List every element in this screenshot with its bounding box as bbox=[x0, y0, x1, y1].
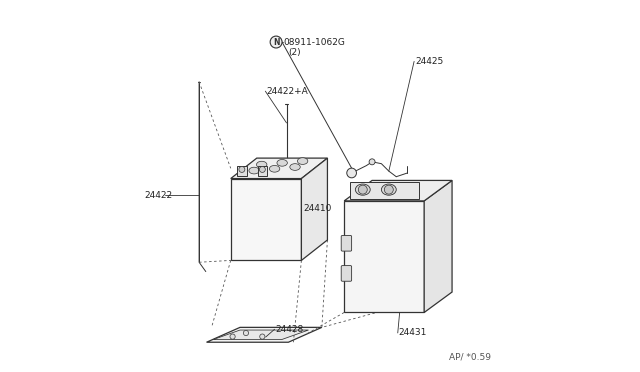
FancyBboxPatch shape bbox=[341, 266, 351, 281]
Circle shape bbox=[243, 330, 248, 336]
Text: 24431: 24431 bbox=[398, 328, 426, 337]
Bar bbox=[349, 183, 419, 199]
Text: AP/ *0.59: AP/ *0.59 bbox=[449, 353, 491, 362]
Polygon shape bbox=[207, 327, 322, 342]
Circle shape bbox=[385, 185, 394, 194]
FancyBboxPatch shape bbox=[341, 235, 351, 251]
Text: 24428: 24428 bbox=[275, 325, 303, 334]
Polygon shape bbox=[424, 180, 452, 312]
Circle shape bbox=[260, 334, 265, 339]
Ellipse shape bbox=[298, 158, 308, 164]
Ellipse shape bbox=[277, 160, 287, 166]
Circle shape bbox=[230, 334, 235, 339]
Circle shape bbox=[347, 168, 356, 178]
Bar bbox=[257, 167, 267, 176]
Circle shape bbox=[239, 167, 245, 173]
Polygon shape bbox=[344, 180, 452, 201]
Bar bbox=[344, 201, 424, 312]
Bar bbox=[237, 167, 246, 176]
Circle shape bbox=[259, 167, 266, 173]
Text: 24425: 24425 bbox=[415, 57, 443, 66]
Polygon shape bbox=[231, 158, 328, 179]
Polygon shape bbox=[301, 158, 328, 260]
Circle shape bbox=[358, 185, 367, 194]
Ellipse shape bbox=[355, 184, 370, 195]
Text: (2): (2) bbox=[289, 48, 301, 57]
Text: 08911-1062G: 08911-1062G bbox=[284, 38, 346, 46]
Ellipse shape bbox=[269, 166, 280, 172]
Polygon shape bbox=[213, 330, 308, 340]
Circle shape bbox=[270, 36, 282, 48]
Text: N: N bbox=[273, 38, 279, 46]
Text: 24422+A: 24422+A bbox=[266, 87, 308, 96]
Circle shape bbox=[369, 159, 375, 165]
Ellipse shape bbox=[381, 184, 396, 195]
Ellipse shape bbox=[257, 161, 267, 168]
Text: 24422: 24422 bbox=[145, 191, 173, 200]
Ellipse shape bbox=[249, 167, 259, 174]
Ellipse shape bbox=[290, 164, 300, 170]
Text: 24410: 24410 bbox=[303, 204, 332, 213]
Bar bbox=[231, 179, 301, 260]
